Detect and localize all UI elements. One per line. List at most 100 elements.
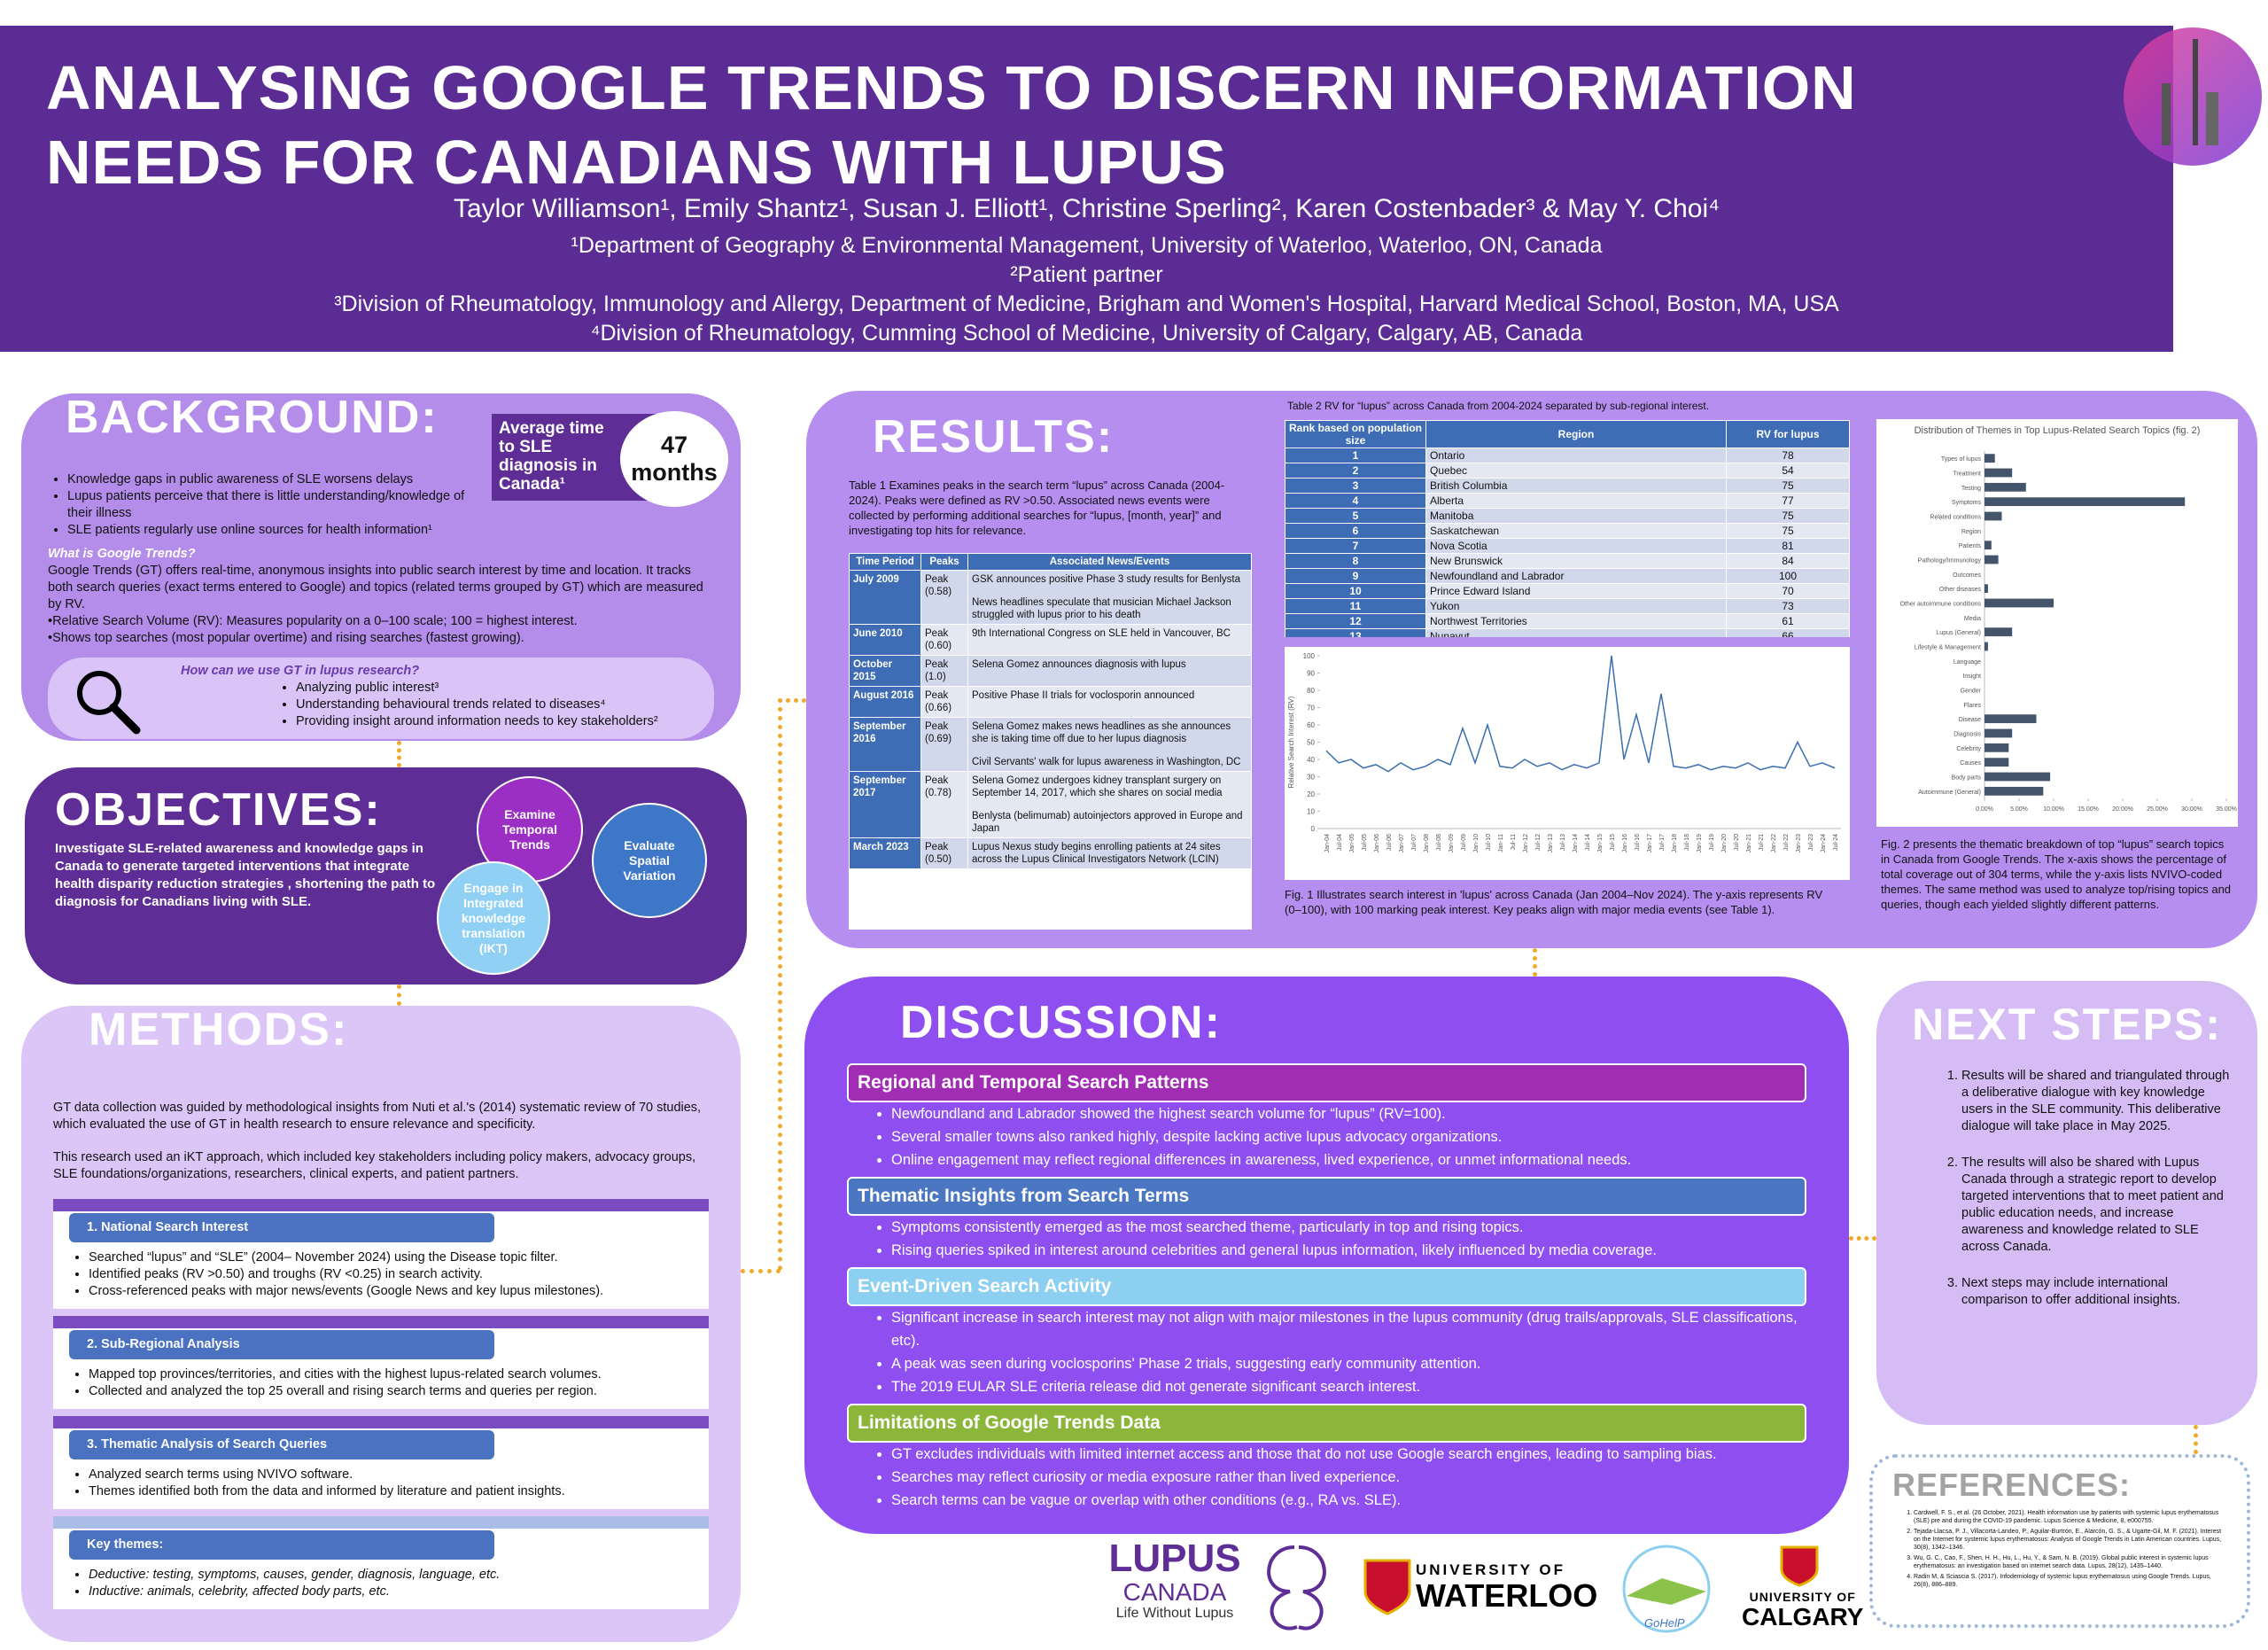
- header-row: Rank based on population size Region RV fo…: [1285, 420, 1850, 448]
- section-heading: NEXT STEPS:: [1912, 1000, 2222, 1049]
- bullet: Inductive: animals, celebrity, affected …: [89, 1584, 693, 1600]
- bar: [1984, 541, 1992, 550]
- bullet-list: Analyzed search terms using NVIVO softwa…: [69, 1467, 693, 1500]
- x-tick-label: Jan-09: [1449, 834, 1455, 853]
- stat-value: 47 months: [620, 411, 728, 507]
- objective-circle: Examine Temporal Trends: [477, 776, 583, 883]
- x-tick-label: 35.00%: [2216, 806, 2237, 813]
- x-tick-label: 0.00%: [1976, 806, 1993, 813]
- table-cell: 54: [1726, 463, 1850, 479]
- y-tick-label: Related conditions: [1930, 515, 1981, 521]
- numbered-list: Results will be shared and triangulated …: [1899, 1068, 2234, 1309]
- chart-title: Distribution of Themes in Top Lupus-Rela…: [1915, 425, 2201, 436]
- waterloo-logo: UNIVERSITY OF WATERLOO: [1416, 1561, 1597, 1613]
- y-tick-label: 70: [1307, 704, 1315, 712]
- bullet: Rising queries spiked in interest around…: [891, 1239, 1806, 1262]
- event: GSK announces positive Phase 3 study res…: [972, 574, 1240, 585]
- butterfly-icon: [1267, 1545, 1326, 1631]
- event: Selena Gomez undergoes kidney transplant…: [972, 775, 1223, 798]
- bar: [1984, 627, 2013, 637]
- poster-title: ANALYSING GOOGLE TRENDS TO DISCERN INFOR…: [46, 53, 1857, 197]
- method-step: 2. Sub-Regional Analysis Mapped top provi…: [53, 1316, 709, 1409]
- bar: [1984, 584, 1988, 594]
- x-tick-label: Jul-07: [1411, 834, 1418, 851]
- stat-label: Average time to SLE diagnosis in Canada¹: [499, 419, 604, 494]
- x-tick-label: Jan-20: [1721, 834, 1728, 853]
- bullet: Online engagement may reflect regional d…: [891, 1148, 1806, 1171]
- bar: [1984, 468, 2013, 478]
- x-tick-label: Jul-21: [1759, 834, 1765, 851]
- table-cell: Manitoba: [1425, 508, 1727, 524]
- table-row: 11 Yukon 73: [1285, 598, 1850, 614]
- table-cell: 13: [1285, 628, 1426, 637]
- connector: [2194, 1425, 2198, 1454]
- y-tick-label: Other autoimmune conditions: [1900, 602, 1982, 608]
- table-row: September 2016 Peak (0.69) Selena Gomez ma…: [849, 717, 1252, 772]
- table-cell: Ontario: [1425, 448, 1727, 463]
- y-tick-label: 50: [1307, 739, 1315, 747]
- bullet: Knowledge gaps in public awareness of SL…: [67, 471, 484, 488]
- connector: [778, 698, 782, 1271]
- step-title: 2. Sub-Regional Analysis: [69, 1330, 494, 1359]
- reference: Tejada-Llacsa, P. J., Villacorta-Landeo,…: [1914, 1528, 2227, 1552]
- table: Rank based on population size Region RV fo…: [1285, 420, 1850, 637]
- bullet-list: Analyzing public interest³Understanding …: [181, 680, 714, 730]
- event: 9th International Congress on SLE held i…: [972, 628, 1231, 639]
- references-section: REFERENCES: Cardwell, F. S., et al. (26 O…: [1869, 1454, 2250, 1628]
- objective-text: Investigate SLE-related awareness and kn…: [55, 841, 436, 909]
- y-axis-label: Relative Search Interest (RV): [1287, 696, 1295, 788]
- logo-text: Life Without Lupus: [1115, 1606, 1234, 1621]
- bullet: Identified peaks (RV >0.50) and troughs …: [89, 1266, 693, 1283]
- table-cell: 6: [1285, 523, 1426, 539]
- affiliation: ²Patient partner: [1010, 262, 1163, 287]
- city-logo: [2124, 27, 2262, 166]
- table-cell: Nunavut: [1425, 628, 1727, 637]
- y-tick-label: 0: [1311, 825, 1316, 833]
- x-tick-label: Jul-15: [1610, 834, 1616, 851]
- x-tick-label: 15.00%: [2078, 806, 2099, 813]
- discussion-header: Regional and Temporal Search Patterns: [847, 1063, 1806, 1102]
- y-tick-label: Testing: [1961, 486, 1981, 492]
- table-cell: 2: [1285, 463, 1426, 479]
- x-tick-label: Jul-13: [1560, 834, 1566, 851]
- x-tick-label: Jan-07: [1399, 834, 1405, 853]
- table-cell: 5: [1285, 508, 1426, 524]
- connector: [397, 985, 401, 1006]
- period-cell: August 2016: [849, 686, 921, 718]
- y-tick-label: Flares: [1964, 703, 1982, 709]
- bar: [1984, 728, 2013, 738]
- bar: [1984, 743, 2009, 752]
- column-header: Associated News/Events: [967, 553, 1252, 571]
- section-heading: BACKGROUND:: [66, 393, 439, 443]
- step-item: The results will also be shared with Lup…: [1961, 1155, 2234, 1256]
- table-cell: Northwest Territories: [1425, 613, 1727, 629]
- y-tick-label: Symptoms: [1952, 500, 1982, 506]
- x-tick-label: Jan-12: [1523, 834, 1529, 853]
- bullet-list: Deductive: testing, symptoms, causes, ge…: [69, 1567, 693, 1600]
- x-tick-label: 20.00%: [2112, 806, 2133, 813]
- affiliation: ¹Department of Geography & Environmental…: [571, 233, 1603, 258]
- y-tick-label: Patients: [1959, 543, 1982, 549]
- bullet: Lupus patients perceive that there is li…: [67, 488, 484, 522]
- column-header: Region: [1425, 420, 1727, 448]
- table-cell: Prince Edward Island: [1425, 583, 1727, 599]
- x-tick-label: Jul-10: [1486, 834, 1492, 851]
- bullet: Providing insight around information nee…: [296, 713, 714, 730]
- table-cell: 12: [1285, 613, 1426, 629]
- table: Time Period Peaks Associated News/Events Ju…: [849, 553, 1252, 869]
- gohelp-logo: GoHelP: [1644, 1616, 1685, 1630]
- table-cell: 61: [1726, 613, 1850, 629]
- peak-cell: Peak (0.78): [920, 771, 968, 838]
- bar: [1984, 714, 2037, 724]
- table1: Time Period Peaks Associated News/Events Ju…: [849, 553, 1252, 930]
- x-tick-label: Jul-23: [1808, 834, 1814, 851]
- x-tick-label: Jan-13: [1548, 834, 1554, 853]
- paragraph: This research used an iKT approach, whic…: [53, 1150, 696, 1181]
- step-title: 3. Thematic Analysis of Search Queries: [69, 1430, 494, 1459]
- event: Selena Gomez makes news headlines as she…: [972, 721, 1231, 744]
- bullet: The 2019 EULAR SLE criteria release did …: [891, 1375, 1806, 1398]
- table-row: March 2023 Peak (0.50) Lupus Nexus study b…: [849, 837, 1252, 869]
- table2: Rank based on population size Region RV fo…: [1285, 420, 1850, 637]
- y-tick-label: Disease: [1959, 717, 1981, 723]
